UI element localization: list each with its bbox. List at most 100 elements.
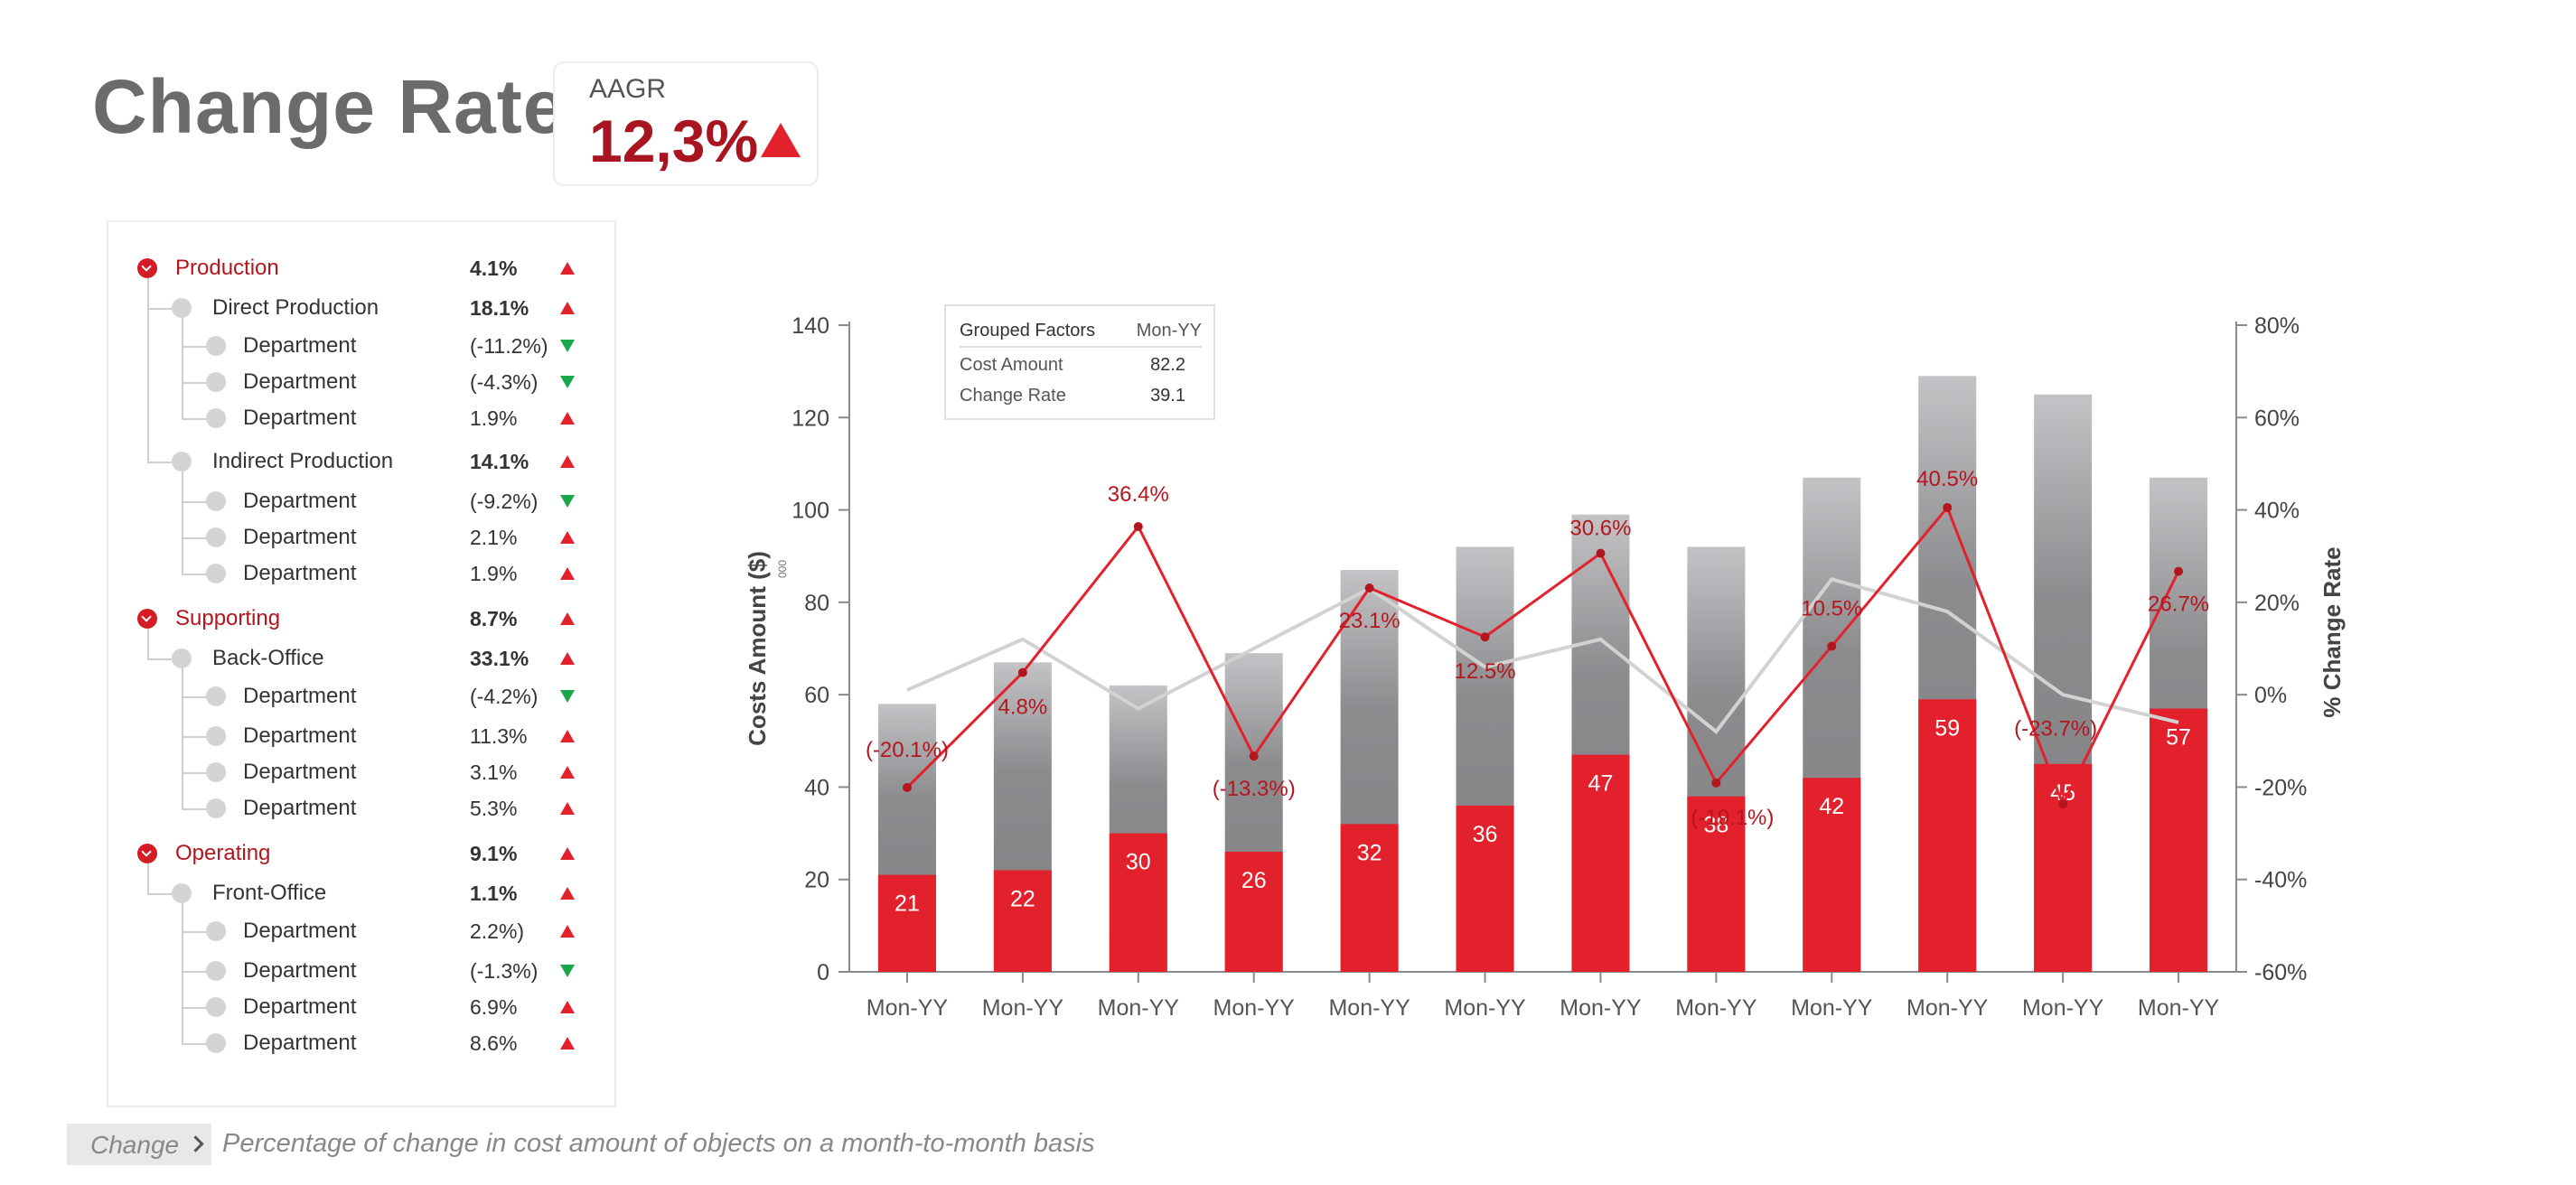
- trend-up-icon: [560, 802, 575, 815]
- tree-row[interactable]: Department 11.3%: [108, 723, 614, 759]
- footer-description: Percentage of change in cost amount of o…: [222, 1129, 1095, 1158]
- tree-row-value: (-1.3%): [470, 959, 539, 983]
- tree-row[interactable]: Indirect Production 14.1%: [108, 448, 614, 484]
- trend-down-icon: [560, 495, 575, 508]
- y-tick-label: 80: [804, 591, 829, 616]
- x-tick-label: Mon-YY: [866, 995, 949, 1021]
- x-tick-label: Mon-YY: [1098, 995, 1180, 1021]
- tree-connector: [182, 346, 206, 348]
- change-rate-label: (-20.1%): [866, 738, 949, 762]
- tree-row-label: Production: [175, 256, 279, 280]
- tree-row-label: Direct Production: [212, 295, 379, 320]
- tree-row-value: 11.3%: [470, 724, 528, 748]
- change-rate-point: [1943, 503, 1953, 513]
- tree-connector: [182, 537, 206, 539]
- node-dot-icon: [206, 921, 226, 941]
- tree-connector: [182, 808, 206, 810]
- y2-tick-label: -20%: [2254, 775, 2307, 800]
- bar-value-label: 59: [1934, 715, 1960, 741]
- tree-row[interactable]: Department 8.6%: [108, 1030, 614, 1066]
- x-tick-label: Mon-YY: [982, 995, 1064, 1021]
- tree-row[interactable]: Department (-9.2%): [108, 488, 614, 524]
- tree-row-label: Department: [243, 1031, 357, 1055]
- trend-down-icon: [560, 340, 575, 352]
- bar-value-label: 36: [1473, 822, 1498, 847]
- tree-connector: [182, 971, 206, 973]
- kpi-value: 12,3%: [589, 107, 759, 174]
- change-rate-point: [1017, 667, 1027, 677]
- tree-row-value: 1.9%: [470, 406, 518, 430]
- tree-row-label: Department: [243, 760, 357, 784]
- trend-up-icon: [560, 652, 575, 665]
- y2-tick-label: -40%: [2254, 868, 2307, 893]
- y-axis-title: Costs Amount ($): [744, 551, 771, 746]
- tree-row[interactable]: Department (-11.2%): [108, 332, 614, 369]
- tree-row[interactable]: Operating 9.1%: [108, 840, 614, 876]
- tree-row[interactable]: Department 1.9%: [108, 560, 614, 596]
- tree-row-value: (-4.2%): [470, 685, 539, 708]
- trend-up-icon: [560, 412, 575, 425]
- collapse-toggle-icon[interactable]: [137, 258, 157, 278]
- cost-amount-bar: [877, 874, 936, 972]
- change-rate-label: (-13.3%): [1213, 777, 1296, 801]
- tree-row-value: 8.6%: [470, 1031, 518, 1055]
- tree-row[interactable]: Department 6.9%: [108, 994, 614, 1030]
- tree-connector: [182, 736, 206, 738]
- tree-row[interactable]: Direct Production 18.1%: [108, 294, 614, 331]
- trend-up-icon: [560, 766, 575, 779]
- tree-connector: [182, 418, 206, 420]
- cost-amount-bar: [1340, 824, 1399, 972]
- change-rate-point: [1364, 583, 1374, 593]
- cost-amount-bar: [1224, 852, 1283, 972]
- tree-row[interactable]: Department (-4.2%): [108, 683, 614, 719]
- tree-connector: [147, 893, 172, 895]
- tree-row-value: (-9.2%): [470, 490, 539, 513]
- tree-row-label: Supporting: [175, 606, 281, 630]
- footer-tag-label: Change: [90, 1131, 180, 1159]
- change-rate-point: [1480, 632, 1490, 642]
- node-dot-icon: [206, 762, 226, 782]
- kpi-card: AAGR 12,3%: [553, 61, 819, 186]
- x-tick-label: Mon-YY: [1213, 995, 1296, 1021]
- tree-row[interactable]: Front-Office 1.1%: [108, 880, 614, 916]
- tree-row-value: 3.1%: [470, 760, 518, 784]
- tree-row-value: 1.9%: [470, 562, 518, 585]
- tree-row-label: Department: [243, 723, 357, 748]
- tree-row[interactable]: Production 4.1%: [108, 255, 614, 291]
- tree-row[interactable]: Supporting 8.7%: [108, 605, 614, 641]
- tooltip-header-left: Grouped Factors: [960, 321, 1095, 341]
- tree-row[interactable]: Department 1.9%: [108, 405, 614, 441]
- cost-amount-bar: [993, 870, 1052, 972]
- y2-tick-label: 40%: [2254, 499, 2300, 524]
- tree-row-value: 18.1%: [470, 296, 529, 320]
- tree-row[interactable]: Department 2.1%: [108, 524, 614, 560]
- tree-row-label: Department: [243, 684, 357, 708]
- change-rate-label: 40.5%: [1916, 467, 1978, 491]
- tree-row[interactable]: Back-Office 33.1%: [108, 645, 614, 681]
- tree-row[interactable]: Department (-4.3%): [108, 369, 614, 405]
- kpi-label: AAGR: [589, 74, 667, 104]
- tree-row[interactable]: Department 3.1%: [108, 759, 614, 795]
- change-rate-point: [902, 782, 912, 792]
- footer-tag[interactable]: Change: [67, 1124, 211, 1165]
- tree-connector: [182, 574, 206, 575]
- bar-value-label: 57: [2166, 724, 2191, 750]
- tooltip-box: [944, 304, 1215, 420]
- change-rate-label: 4.8%: [998, 695, 1048, 720]
- collapse-toggle-icon[interactable]: [137, 609, 157, 629]
- tree-row-value: 1.1%: [470, 882, 518, 905]
- tree-row[interactable]: Department (-1.3%): [108, 957, 614, 994]
- tree-row[interactable]: Department 5.3%: [108, 795, 614, 831]
- change-rate-point: [1133, 521, 1143, 531]
- y2-axis-title: % Change Rate: [2318, 546, 2346, 717]
- tree-connector: [147, 278, 149, 462]
- tree-row[interactable]: Department 2.2%): [108, 918, 614, 954]
- tree-connector: [182, 1007, 206, 1009]
- change-rate-point: [1596, 548, 1606, 558]
- page-title: Change Rate: [92, 64, 567, 149]
- tree-connector: [182, 471, 183, 574]
- node-dot-icon: [172, 883, 192, 903]
- collapse-toggle-icon[interactable]: [137, 844, 157, 863]
- x-tick-label: Mon-YY: [1791, 995, 1873, 1021]
- node-dot-icon: [172, 648, 192, 668]
